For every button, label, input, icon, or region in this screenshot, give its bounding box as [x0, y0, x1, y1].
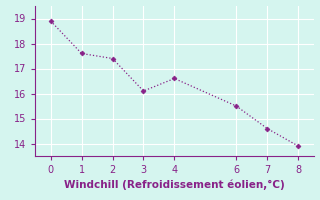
X-axis label: Windchill (Refroidissement éolien,°C): Windchill (Refroidissement éolien,°C)	[64, 179, 285, 190]
